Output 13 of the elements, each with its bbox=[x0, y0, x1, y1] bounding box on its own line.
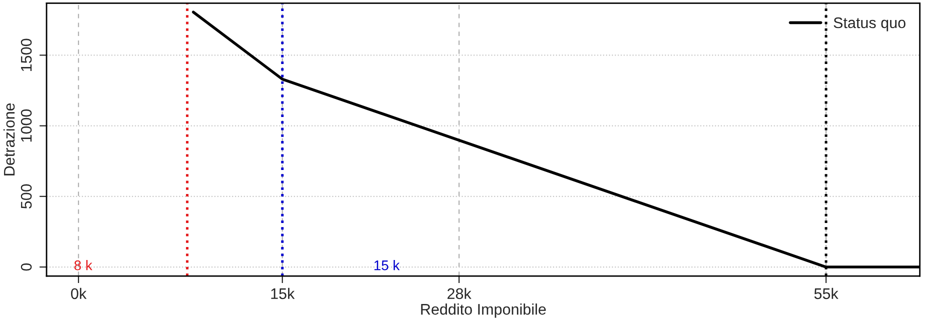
y-axis-title: Detrazione bbox=[3, 103, 15, 176]
y-tick-label: 0 bbox=[20, 263, 32, 271]
x-tick-label: 15k bbox=[271, 288, 295, 300]
x-tick-label: 0k bbox=[71, 288, 87, 300]
ref-line-label: 8 k bbox=[74, 260, 92, 270]
y-tick-label: 1000 bbox=[20, 109, 32, 142]
y-tick-label: 500 bbox=[20, 184, 32, 209]
y-tick-label: 1500 bbox=[20, 38, 32, 72]
legend-label: Status quo bbox=[834, 17, 906, 32]
x-axis-title: Reddito Imponibile bbox=[421, 303, 546, 318]
x-tick-label: 55k bbox=[814, 288, 838, 300]
x-tick-label: 28k bbox=[448, 288, 472, 300]
ref-line-label: 15 k bbox=[374, 260, 400, 270]
